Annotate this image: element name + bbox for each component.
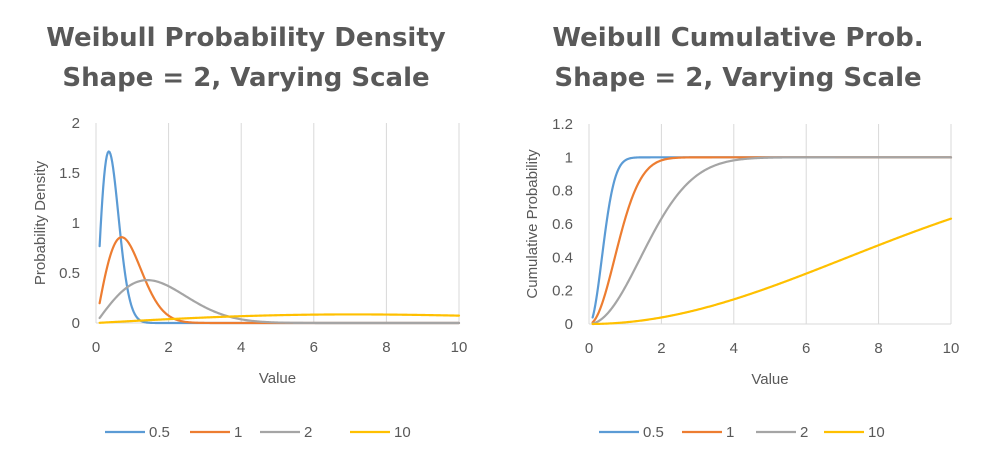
- cdf-x-tick-label: 8: [874, 340, 882, 357]
- pdf-y-axis-title: Probability Density: [32, 160, 49, 285]
- pdf-legend-item: 10: [350, 424, 411, 441]
- pdf-chart-title-line1: Weibull Probability Density: [46, 23, 446, 53]
- cdf-legend-item: 2: [756, 424, 808, 441]
- cdf-legend-item: 10: [824, 424, 885, 441]
- cdf-legend-label: 10: [868, 424, 885, 441]
- cdf-legend-label: 2: [800, 424, 808, 441]
- pdf-x-tick-label: 4: [237, 339, 245, 356]
- pdf-x-tick-label: 10: [451, 339, 468, 356]
- cdf-series-line-10: [591, 217, 953, 326]
- cdf-series-line-2: [591, 156, 953, 325]
- pdf-series-line-2: [98, 279, 461, 325]
- cdf-x-tick-label: 4: [730, 340, 738, 357]
- cdf-legend-label: 1: [726, 424, 734, 441]
- cdf-chart-title-line1: Weibull Cumulative Prob.: [552, 23, 924, 53]
- pdf-y-tick-label: 0.5: [59, 265, 80, 282]
- pdf-y-tick-label: 1.5: [59, 165, 80, 182]
- cdf-series-line-1: [591, 156, 953, 324]
- pdf-legend-item: 0.5: [105, 424, 170, 441]
- cdf-chart-title-line2: Shape = 2, Varying Scale: [554, 63, 922, 93]
- pdf-chart-panel: Weibull Probability Density Shape = 2, V…: [0, 18, 492, 441]
- pdf-y-tick-label: 0: [72, 315, 80, 332]
- pdf-legend-label: 2: [304, 424, 312, 441]
- pdf-x-tick-label: 8: [382, 339, 390, 356]
- cdf-x-tick-label: 2: [657, 340, 665, 357]
- pdf-y-tick-label: 2: [72, 115, 80, 132]
- pdf-chart-title-line2: Shape = 2, Varying Scale: [62, 63, 430, 93]
- pdf-plot: 0 2 4 6 8 10 0 0.5 1 1.5 2 Value Probability Density…: [32, 115, 468, 441]
- cdf-y-tick-label: 0.6: [552, 216, 573, 233]
- cdf-legend-label: 0.5: [643, 424, 664, 441]
- pdf-legend-label: 0.5: [149, 424, 170, 441]
- pdf-x-tick-label: 0: [92, 339, 100, 356]
- cdf-y-tick-label: 1.2: [552, 116, 573, 133]
- cdf-x-tick-label: 10: [943, 340, 960, 357]
- cdf-x-tick-label: 6: [802, 340, 810, 357]
- cdf-y-tick-label: 0: [565, 316, 573, 333]
- pdf-legend-label: 10: [394, 424, 411, 441]
- pdf-legend-item: 1: [190, 424, 242, 441]
- pdf-x-tick-label: 2: [164, 339, 172, 356]
- cdf-chart-panel: Weibull Cumulative Prob. Shape = 2, Vary…: [492, 0, 984, 463]
- cdf-y-tick-label: 0.2: [552, 283, 573, 300]
- cdf-y-tick-label: 0.8: [552, 183, 573, 200]
- pdf-legend-item: 2: [260, 424, 312, 441]
- cdf-y-tick-label: 0.4: [552, 249, 573, 266]
- cdf-plot: 0 2 4 6 8 10 0 0.2 0.4 0.6 0.8 1 1.2 Value Cumulative …: [524, 116, 960, 441]
- pdf-y-tick-label: 1: [72, 215, 80, 232]
- cdf-y-tick-label: 1: [565, 149, 573, 166]
- cdf-chart-title: Weibull Cumulative Prob. Shape = 2, Vary…: [492, 18, 984, 98]
- cdf-y-axis-title: Cumulative Probability: [524, 149, 541, 299]
- cdf-x-tick-label: 0: [585, 340, 593, 357]
- cdf-x-axis-title: Value: [751, 371, 788, 388]
- cdf-legend-item: 0.5: [599, 424, 664, 441]
- pdf-series-line-10: [98, 313, 461, 324]
- pdf-x-axis-title: Value: [259, 370, 296, 387]
- pdf-x-tick-label: 6: [310, 339, 318, 356]
- pdf-legend-label: 1: [234, 424, 242, 441]
- cdf-legend-item: 1: [682, 424, 734, 441]
- pdf-chart-title: Weibull Probability Density Shape = 2, V…: [0, 18, 492, 98]
